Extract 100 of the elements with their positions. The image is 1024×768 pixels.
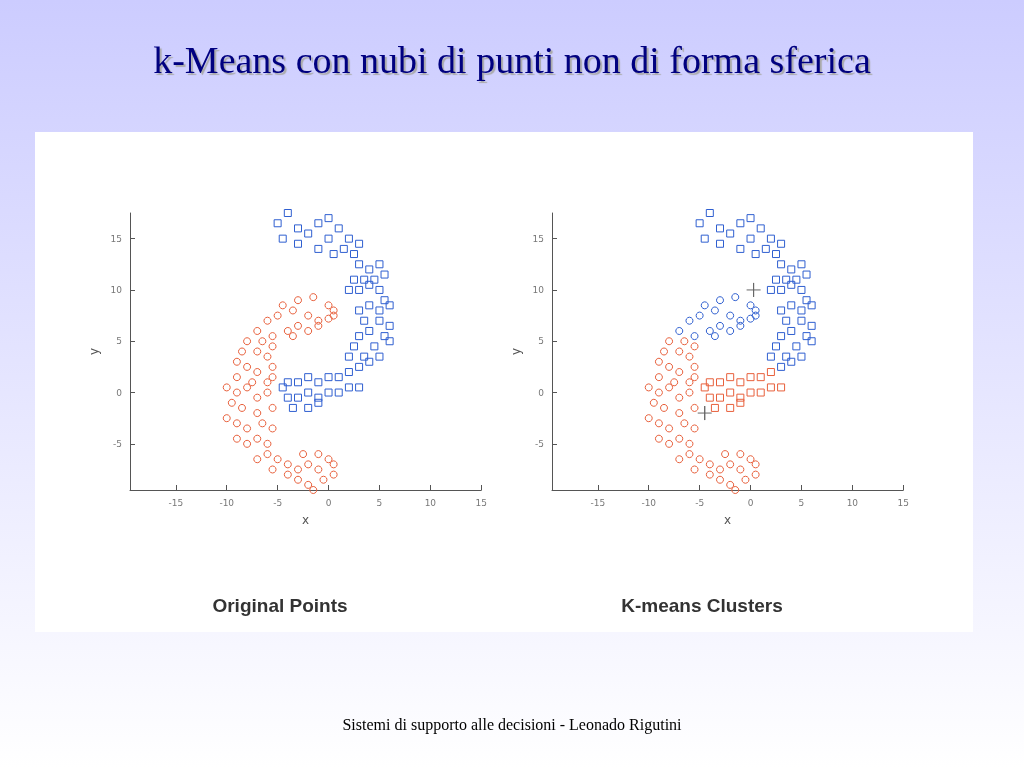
point (746, 314, 755, 323)
x-tick-label: 10 (424, 497, 437, 508)
x-tick-label: -10 (219, 497, 235, 508)
point (766, 383, 775, 392)
point (705, 209, 714, 217)
point (680, 419, 689, 428)
x-tick-label: -5 (695, 497, 705, 508)
point (746, 234, 755, 243)
point (705, 460, 714, 469)
point (685, 388, 694, 397)
point (716, 393, 724, 402)
point (649, 398, 658, 407)
x-tick-label: 10 (846, 497, 859, 508)
x-tick-label: -15 (168, 497, 184, 508)
point (736, 465, 745, 474)
point (695, 455, 704, 464)
point (705, 393, 714, 402)
point (675, 409, 684, 418)
point (736, 219, 745, 228)
point (726, 229, 735, 238)
point (690, 342, 699, 351)
y-tick-label: 5 (538, 336, 544, 347)
point (665, 337, 674, 346)
point (716, 321, 724, 330)
point (690, 403, 699, 412)
point (797, 316, 806, 325)
point (670, 378, 679, 387)
x-axis-title: x (724, 513, 732, 527)
point (700, 301, 709, 310)
point (802, 296, 811, 305)
point (787, 357, 796, 366)
point (787, 301, 796, 310)
point (680, 337, 689, 346)
point (782, 352, 791, 361)
x-tick-label: 15 (475, 497, 487, 508)
point (675, 393, 684, 402)
point (726, 403, 735, 412)
x-tick-label: 0 (325, 497, 332, 508)
point (792, 342, 801, 351)
point (716, 378, 724, 387)
point (685, 450, 694, 459)
point (736, 244, 745, 253)
point (654, 388, 663, 397)
point (761, 244, 770, 253)
point (660, 347, 668, 356)
point (746, 388, 755, 397)
point (772, 342, 780, 351)
point (797, 306, 806, 315)
point (690, 332, 699, 341)
point (665, 424, 674, 433)
point (705, 378, 714, 387)
point (654, 419, 663, 428)
text: k-Means con nubi di punti non di forma sferica (152, 38, 872, 82)
point (736, 398, 745, 407)
point (675, 326, 684, 335)
point (777, 362, 786, 371)
point (787, 265, 796, 274)
point (766, 234, 775, 243)
point (690, 465, 699, 474)
y-tick-label: 10 (110, 284, 123, 295)
point (731, 486, 740, 494)
point (736, 393, 745, 402)
point (705, 470, 714, 479)
point (726, 326, 735, 335)
point (716, 475, 724, 484)
point (685, 352, 694, 361)
point (710, 403, 719, 412)
x-tick-label: -10 (641, 497, 657, 508)
x-tick-label: 15 (897, 497, 909, 508)
point (751, 311, 760, 320)
point (716, 465, 724, 474)
y-tick-label: 15 (532, 233, 544, 244)
text: Sistemi di supporto alle decisioni - Leonado Rigutini (341, 716, 683, 734)
point (716, 224, 724, 233)
point (665, 362, 674, 371)
text: K-means Clusters (621, 595, 783, 616)
point (736, 321, 745, 330)
x-tick-label: 5 (798, 497, 805, 508)
point (700, 234, 709, 243)
point (665, 383, 674, 392)
x-tick-label: -15 (590, 497, 606, 508)
point (697, 405, 713, 421)
point (777, 383, 786, 392)
point (746, 282, 762, 298)
point (746, 455, 755, 464)
point (690, 373, 699, 382)
point (726, 373, 735, 382)
point (665, 439, 674, 448)
point (741, 475, 750, 484)
point (716, 296, 724, 305)
point (777, 239, 786, 248)
point (777, 332, 786, 341)
y-tick-label: 5 (116, 336, 122, 347)
point (777, 285, 786, 294)
y-tick-label: 0 (538, 387, 545, 398)
point (695, 311, 704, 320)
point (685, 378, 694, 387)
point (736, 378, 745, 387)
point (802, 270, 811, 279)
point (660, 403, 668, 412)
